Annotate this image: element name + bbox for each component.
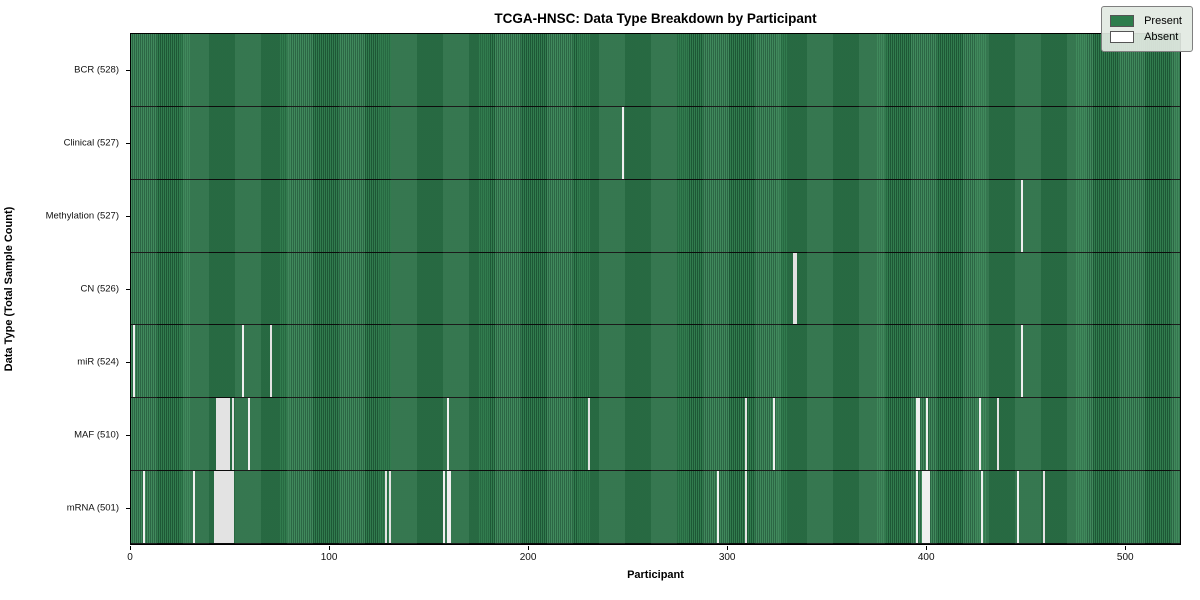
absent-marker bbox=[218, 471, 221, 543]
absent-marker bbox=[230, 471, 233, 543]
y-tick-mark bbox=[126, 289, 130, 290]
absent-marker bbox=[794, 252, 797, 325]
absent-marker bbox=[270, 325, 273, 398]
legend-label-absent: Absent bbox=[1144, 31, 1179, 43]
y-tick-label-BCR: BCR (528) bbox=[74, 64, 119, 76]
absent-marker bbox=[915, 398, 918, 471]
absent-marker bbox=[224, 398, 227, 471]
y-tick-label-CN: CN (526) bbox=[80, 283, 119, 295]
y-tick-mark bbox=[126, 215, 130, 217]
absent-marker bbox=[232, 398, 235, 471]
x-tick-mark bbox=[727, 546, 729, 550]
absent-marker bbox=[216, 398, 219, 471]
present-swatch-icon bbox=[1110, 15, 1135, 27]
absent-marker bbox=[220, 471, 223, 543]
y-tick-mark bbox=[126, 435, 130, 437]
y-tick-mark bbox=[126, 508, 130, 510]
heatmap-row-CN bbox=[131, 252, 1180, 326]
heatmap-row-MAF bbox=[131, 398, 1180, 472]
absent-marker bbox=[587, 398, 590, 471]
absent-marker bbox=[242, 325, 245, 398]
absent-marker bbox=[446, 471, 449, 543]
absent-marker bbox=[132, 325, 135, 398]
y-tick-mark bbox=[126, 362, 130, 364]
heatmap-row-miR bbox=[131, 325, 1180, 399]
absent-marker bbox=[442, 471, 445, 543]
absent-marker bbox=[717, 471, 720, 543]
absent-marker bbox=[446, 398, 449, 471]
absent-marker bbox=[448, 471, 451, 543]
legend: Present Absent bbox=[1101, 6, 1193, 52]
absent-marker bbox=[927, 471, 930, 543]
absent-marker bbox=[1017, 471, 1020, 543]
chart-title: TCGA-HNSC: Data Type Breakdown by Partic… bbox=[494, 11, 817, 26]
x-tick-mark bbox=[926, 546, 928, 550]
heatmap-row-mRNA bbox=[131, 471, 1180, 544]
absent-marker bbox=[925, 398, 928, 471]
y-tick-mark bbox=[126, 142, 130, 144]
x-tick-label-0: 0 bbox=[127, 552, 133, 563]
x-tick-label-300: 300 bbox=[718, 552, 736, 563]
x-tick-mark bbox=[528, 546, 530, 550]
absent-marker bbox=[917, 398, 920, 471]
heatmap-row-Methylation bbox=[131, 179, 1180, 253]
absent-marker bbox=[997, 398, 1000, 471]
absent-marker bbox=[385, 471, 388, 543]
x-tick-label-200: 200 bbox=[519, 552, 537, 563]
absent-marker bbox=[222, 471, 225, 543]
absent-marker bbox=[222, 398, 225, 471]
y-tick-mark bbox=[126, 69, 130, 71]
absent-marker bbox=[979, 398, 982, 471]
plot-area bbox=[130, 33, 1181, 545]
absent-marker bbox=[744, 471, 747, 543]
heatmap-row-Clinical bbox=[131, 106, 1180, 180]
legend-label-present: Present bbox=[1144, 15, 1182, 27]
absent-marker bbox=[981, 471, 984, 543]
absent-marker bbox=[226, 471, 229, 543]
absent-marker bbox=[389, 471, 392, 543]
absent-marker bbox=[248, 398, 251, 471]
absent-marker bbox=[1021, 179, 1024, 252]
absent-marker bbox=[192, 471, 195, 543]
absent-marker bbox=[228, 398, 231, 471]
absent-marker bbox=[214, 471, 217, 543]
absent-marker bbox=[220, 398, 223, 471]
absent-marker bbox=[744, 398, 747, 471]
y-tick-label-mRNA: mRNA (501) bbox=[66, 502, 119, 514]
x-tick-label-500: 500 bbox=[1116, 552, 1134, 563]
x-tick-mark bbox=[130, 546, 131, 550]
y-tick-label-Methylation: Methylation (527) bbox=[45, 210, 119, 222]
x-tick-mark bbox=[1125, 546, 1127, 550]
absent-marker bbox=[621, 106, 624, 179]
absent-marker bbox=[232, 471, 235, 543]
x-tick-mark bbox=[329, 546, 331, 550]
absent-marker bbox=[772, 398, 775, 471]
legend-entry-present: Present bbox=[1110, 13, 1182, 29]
legend-entry-absent: Absent bbox=[1110, 29, 1182, 45]
y-tick-label-MAF: MAF (510) bbox=[74, 429, 119, 441]
x-tick-label-100: 100 bbox=[320, 552, 338, 563]
y-tick-label-Clinical: Clinical (527) bbox=[63, 137, 119, 149]
absent-marker bbox=[1042, 471, 1045, 543]
x-axis-label: Participant bbox=[627, 569, 684, 581]
absent-marker bbox=[224, 471, 227, 543]
absent-marker bbox=[142, 471, 145, 543]
x-tick-label-400: 400 bbox=[917, 552, 935, 563]
absent-marker bbox=[216, 471, 219, 543]
absent-marker bbox=[923, 471, 926, 543]
absent-marker bbox=[925, 471, 928, 543]
heatmap-row-BCR bbox=[131, 34, 1180, 107]
absent-swatch-icon bbox=[1110, 31, 1135, 43]
absent-marker bbox=[1021, 325, 1024, 398]
absent-marker bbox=[792, 252, 795, 325]
absent-marker bbox=[921, 471, 924, 543]
y-tick-label-miR: miR (524) bbox=[77, 356, 119, 368]
absent-marker bbox=[218, 398, 221, 471]
absent-marker bbox=[226, 398, 229, 471]
absent-marker bbox=[915, 471, 918, 543]
absent-marker bbox=[228, 471, 231, 543]
